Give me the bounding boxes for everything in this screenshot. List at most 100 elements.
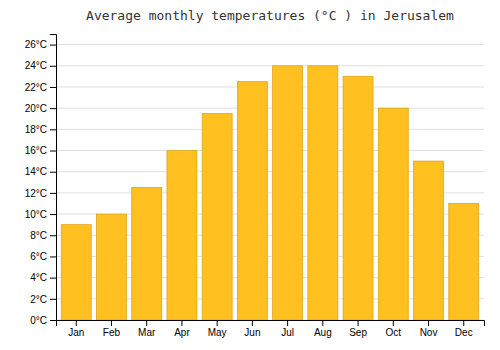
grid-line bbox=[56, 108, 484, 109]
y-tick: 20°C bbox=[25, 103, 56, 114]
y-tick-mark bbox=[50, 151, 56, 152]
y-tick: 2°C bbox=[30, 294, 56, 305]
y-tick-mark bbox=[50, 108, 56, 109]
y-tick-mark bbox=[50, 45, 56, 46]
x-tick: Jun bbox=[244, 320, 260, 338]
y-tick-mark bbox=[50, 129, 56, 130]
x-tick-label: Nov bbox=[420, 327, 438, 338]
y-axis: 0°C 2°C 4°C 6°C 8°C 10°C 12°C 14°C 16°C 18°C 20°C 2… bbox=[25, 35, 57, 326]
y-axis-line bbox=[50, 35, 57, 321]
y-tick-label: 14°C bbox=[25, 166, 47, 177]
bar bbox=[414, 161, 444, 320]
x-tick: Oct bbox=[386, 320, 402, 338]
y-tick-mark bbox=[50, 87, 56, 88]
y-tick-label: 8°C bbox=[30, 230, 47, 241]
y-tick-label: 10°C bbox=[25, 209, 47, 220]
y-tick: 18°C bbox=[25, 124, 56, 135]
y-tick: 26°C bbox=[25, 39, 56, 50]
y-tick: 12°C bbox=[25, 188, 56, 199]
bar bbox=[61, 225, 91, 320]
y-tick-label: 0°C bbox=[30, 315, 47, 326]
y-tick-label: 2°C bbox=[30, 294, 47, 305]
y-tick: 0°C bbox=[30, 315, 56, 326]
x-tick-label: Aug bbox=[314, 327, 332, 338]
y-tick-label: 16°C bbox=[25, 145, 47, 156]
x-tick-label: May bbox=[208, 327, 227, 338]
bar bbox=[202, 113, 232, 320]
y-tick-label: 22°C bbox=[25, 82, 47, 93]
x-tick-mark bbox=[358, 320, 359, 326]
y-tick-label: 20°C bbox=[25, 103, 47, 114]
plot: 0°C 2°C 4°C 6°C 8°C 10°C 12°C 14°C 16°C 18°C 20°C 2… bbox=[25, 35, 485, 339]
grid-line bbox=[56, 150, 484, 151]
x-axis: Jan Feb Mar Apr May Jun Jul Aug Sep Oct Nov Dec bbox=[57, 320, 485, 338]
x-tick-label: Jan bbox=[68, 327, 84, 338]
x-tick-mark bbox=[393, 320, 394, 326]
bar bbox=[343, 76, 373, 320]
bar bbox=[449, 203, 479, 320]
y-tick-label: 12°C bbox=[25, 188, 47, 199]
x-axis-line bbox=[57, 321, 485, 327]
x-tick-mark bbox=[181, 320, 182, 326]
y-tick-mark bbox=[50, 214, 56, 215]
x-tick-mark bbox=[287, 320, 288, 326]
x-tick: Jul bbox=[281, 320, 294, 338]
x-tick-label: Oct bbox=[386, 327, 402, 338]
x-tick-label: Feb bbox=[103, 327, 121, 338]
x-tick: Jan bbox=[68, 320, 84, 338]
y-tick-mark bbox=[50, 172, 56, 173]
y-tick: 4°C bbox=[30, 272, 56, 283]
y-tick-mark bbox=[50, 278, 56, 279]
bar bbox=[308, 66, 338, 320]
x-tick: Nov bbox=[420, 320, 438, 338]
y-tick-label: 26°C bbox=[25, 39, 47, 50]
y-tick-mark bbox=[50, 193, 56, 194]
x-tick-label: Jun bbox=[244, 327, 260, 338]
y-tick: 24°C bbox=[25, 60, 56, 71]
x-tick-mark bbox=[252, 320, 253, 326]
y-tick-label: 18°C bbox=[25, 124, 47, 135]
bar bbox=[378, 108, 408, 320]
x-tick: Aug bbox=[314, 320, 332, 338]
x-tick: Sep bbox=[349, 320, 367, 338]
y-tick: 22°C bbox=[25, 82, 56, 93]
x-tick: Dec bbox=[455, 320, 473, 338]
grid-line bbox=[56, 44, 484, 45]
x-tick: Mar bbox=[138, 320, 156, 338]
bar bbox=[132, 188, 162, 320]
x-tick-label: Apr bbox=[174, 327, 190, 338]
x-tick-label: Mar bbox=[138, 327, 156, 338]
x-tick: May bbox=[208, 320, 227, 338]
y-tick-label: 6°C bbox=[30, 251, 47, 262]
grid-line bbox=[56, 65, 484, 66]
y-tick-mark bbox=[50, 299, 56, 300]
grid bbox=[56, 45, 484, 320]
x-tick-label: Dec bbox=[455, 327, 473, 338]
x-tick-mark bbox=[111, 320, 112, 326]
x-tick-mark bbox=[428, 320, 429, 326]
x-tick-mark bbox=[146, 320, 147, 326]
y-tick-label: 4°C bbox=[30, 272, 47, 283]
grid-line bbox=[56, 86, 484, 87]
y-tick: 14°C bbox=[25, 166, 56, 177]
x-tick-label: Jul bbox=[281, 327, 294, 338]
x-tick: Apr bbox=[174, 320, 190, 338]
bar bbox=[237, 82, 267, 320]
y-tick: 16°C bbox=[25, 145, 56, 156]
bar bbox=[167, 151, 197, 320]
x-tick-mark bbox=[76, 320, 77, 326]
y-tick-mark bbox=[50, 66, 56, 67]
chart: 0°C 2°C 4°C 6°C 8°C 10°C 12°C 14°C 16°C 18°C 20°C 2… bbox=[0, 0, 500, 350]
grid-line bbox=[56, 129, 484, 130]
x-tick-label: Sep bbox=[349, 327, 367, 338]
y-tick: 6°C bbox=[30, 251, 56, 262]
y-tick-mark bbox=[50, 320, 56, 321]
title: Average monthly temperatures (°C ) in Je… bbox=[86, 8, 454, 23]
x-tick-mark bbox=[217, 320, 218, 326]
bar bbox=[97, 214, 127, 320]
x-tick-mark bbox=[463, 320, 464, 326]
y-tick-label: 24°C bbox=[25, 60, 47, 71]
y-tick-mark bbox=[50, 256, 56, 257]
bars bbox=[61, 66, 478, 320]
x-tick: Feb bbox=[103, 320, 121, 338]
